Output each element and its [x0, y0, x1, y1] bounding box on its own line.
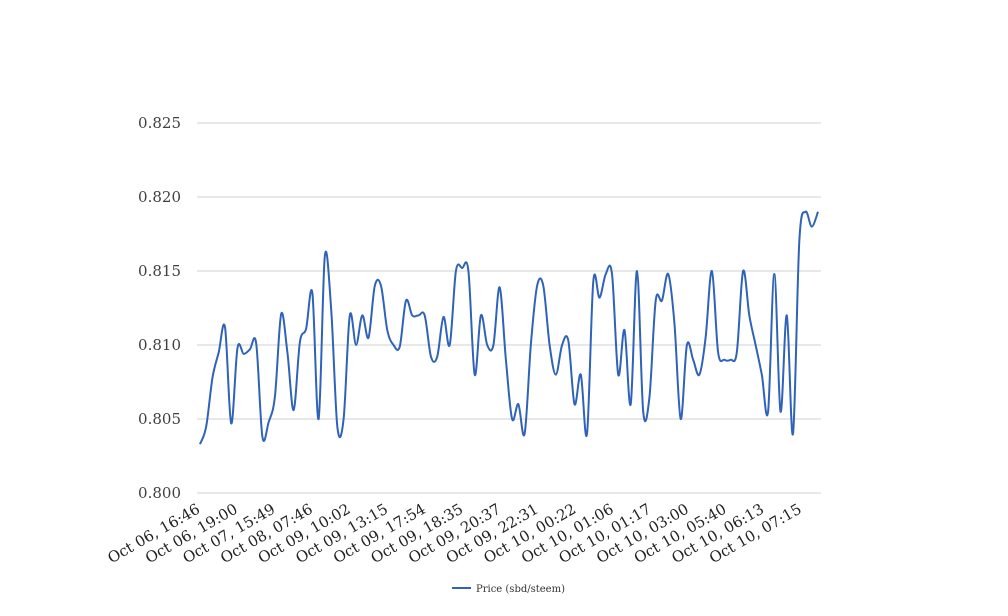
y-tick-label: 0.805	[138, 410, 181, 428]
y-tick-label: 0.815	[138, 262, 181, 280]
gridlines	[197, 122, 821, 494]
series-layer	[199, 210, 819, 445]
y-tick-label: 0.820	[138, 188, 181, 206]
y-tick-label: 0.810	[138, 336, 181, 354]
series-line-price	[199, 210, 819, 445]
y-axis-tick-labels: 0.800 0.805 0.810 0.815 0.820 0.825	[138, 114, 181, 502]
legend: Price (sbd/steem)	[452, 584, 565, 595]
y-tick-label: 0.800	[138, 484, 181, 502]
legend-label: Price (sbd/steem)	[476, 584, 565, 595]
y-tick-label: 0.825	[138, 114, 181, 132]
